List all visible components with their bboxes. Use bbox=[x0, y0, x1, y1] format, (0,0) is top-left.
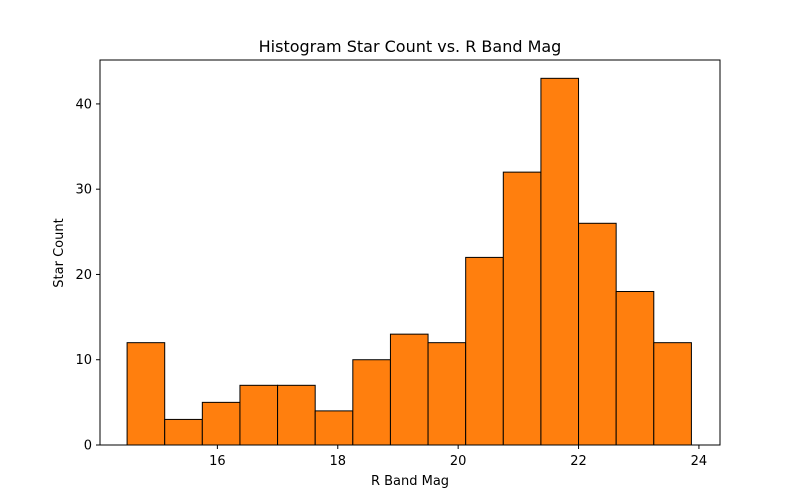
histogram-bar bbox=[427, 342, 467, 446]
x-axis-label: R Band Mag bbox=[371, 474, 449, 489]
y-axis-ticks: 0 10 20 30 40 bbox=[75, 97, 100, 454]
y-tick-label: 10 bbox=[75, 353, 92, 368]
histogram-bar bbox=[389, 333, 429, 446]
y-tick-label: 0 bbox=[84, 439, 92, 454]
histogram-bar bbox=[277, 384, 316, 446]
histogram-bar bbox=[126, 342, 166, 446]
y-tick-label: 40 bbox=[75, 97, 92, 112]
histogram-bar bbox=[314, 410, 354, 446]
histogram-bar bbox=[352, 359, 391, 446]
plot-frame bbox=[99, 59, 721, 446]
x-axis-ticks: 16 18 20 22 24 bbox=[209, 445, 707, 469]
chart-title: Histogram Star Count vs. R Band Mag bbox=[259, 37, 562, 56]
histogram-bar bbox=[239, 384, 279, 446]
x-tick-label: 18 bbox=[329, 454, 346, 469]
histogram-bar bbox=[615, 291, 655, 446]
y-axis-label: Star Count bbox=[52, 218, 67, 287]
x-tick-label: 24 bbox=[691, 454, 708, 469]
y-tick-label: 20 bbox=[75, 268, 92, 283]
histogram-bar bbox=[653, 342, 692, 446]
x-tick-label: 22 bbox=[570, 454, 587, 469]
histogram-bar bbox=[540, 77, 580, 446]
x-tick-label: 16 bbox=[209, 454, 226, 469]
x-tick-label: 20 bbox=[450, 454, 467, 469]
y-tick-label: 30 bbox=[75, 183, 92, 198]
histogram-bar bbox=[164, 418, 203, 446]
histogram-bar bbox=[201, 401, 241, 446]
bars-group bbox=[126, 77, 692, 446]
histogram-bar bbox=[502, 171, 542, 446]
histogram-bar bbox=[578, 222, 617, 446]
histogram-bar bbox=[465, 256, 504, 446]
